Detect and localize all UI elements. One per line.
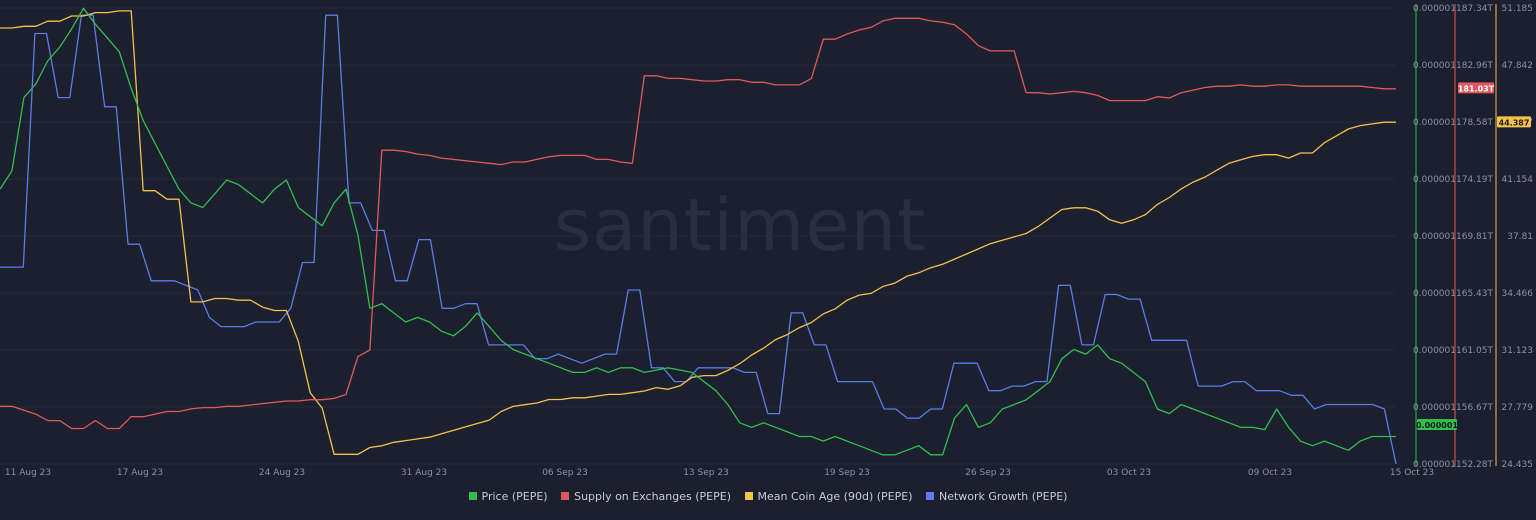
svg-text:181.03T: 181.03T [1458,84,1495,93]
x-tick-label: 24 Aug 23 [259,468,305,478]
y-tick-label-price: 0.000001 [1413,118,1456,128]
x-tick-label: 13 Sep 23 [683,468,729,478]
y-tick-label-price: 0.000001 [1413,61,1456,71]
chart-canvas: santiment 11 Aug 23 17 Aug 23 24 Aug 23 31 … [0,4,1534,478]
legend-item-price[interactable]: Price (PEPE) [468,490,548,503]
y-tick-label-supply: 165.43T [1456,289,1493,299]
y-tick-label-price: 0.000001 [1413,232,1456,242]
series-line-supply [0,17,1396,430]
x-axis: 11 Aug 23 17 Aug 23 24 Aug 23 31 Aug 23 06 S… [5,468,1434,478]
watermark: santiment [554,183,927,267]
x-tick-label: 17 Aug 23 [117,468,163,478]
x-tick-label: 19 Sep 23 [824,468,870,478]
y-tick-label-age: 51.185 [1502,4,1534,14]
y-tick-label-supply: 174.19T [1456,175,1493,185]
legend-item-supply[interactable]: Supply on Exchanges (PEPE) [561,490,731,503]
y-axes: 0.000001 0.000001 0.000001 0.000001 0.000001… [1413,4,1533,470]
grid-lines [0,7,1396,465]
x-tick-label: 31 Aug 23 [401,468,447,478]
x-tick-label: 11 Aug 23 [5,468,51,478]
y-tick-label-age: 47.842 [1502,61,1534,71]
y-tick-label-age: 31.123 [1502,346,1534,356]
y-tick-label-supply: 161.05T [1456,346,1493,356]
y-tick-label-supply: 187.34T [1456,4,1493,14]
y-tick-label-price: 0.000001 [1413,175,1456,185]
current-age-badge: 44.387 [1497,116,1531,128]
series-line-growth [0,14,1397,465]
x-tick-label: 09 Oct 23 [1248,468,1292,478]
legend-item-growth[interactable]: Network Growth (PEPE) [925,490,1067,503]
y-tick-label-supply: 156.67T [1456,403,1493,413]
x-tick-label: 06 Sep 23 [542,468,588,478]
current-price-badge: 0.000001 [1416,419,1458,430]
legend-item-age[interactable]: Mean Coin Age (90d) (PEPE) [744,490,912,503]
y-tick-label-age: 41.154 [1502,175,1534,185]
y-tick-label-supply: 152.28T [1456,460,1493,470]
y-tick-label-supply: 178.58T [1456,118,1493,128]
y-tick-label-price: 0.000001 [1413,346,1456,356]
x-tick-label: 26 Sep 23 [965,468,1011,478]
svg-text:0.000001: 0.000001 [1416,421,1458,430]
series-line-price [0,7,1396,456]
svg-text:44.387: 44.387 [1499,118,1530,127]
legend: Price (PEPE) Supply on Exchanges (PEPE) … [0,490,1536,503]
y-tick-label-price: 0.000001 [1413,460,1456,470]
y-tick-label-age: 34.466 [1502,289,1534,299]
y-tick-label-age: 37.81 [1507,232,1533,242]
y-tick-label-supply: 169.81T [1456,232,1493,242]
y-tick-label-age: 27.779 [1502,403,1534,413]
y-tick-label-price: 0.000001 [1413,289,1456,299]
x-tick-label: 03 Oct 23 [1107,468,1151,478]
y-tick-label-price: 0.000001 [1413,4,1456,14]
y-tick-label-supply: 182.96T [1456,61,1493,71]
y-tick-label-price: 0.000001 [1413,403,1456,413]
series-layer [0,7,1397,465]
y-tick-label-age: 24.435 [1502,460,1534,470]
x-tick-label: 15 Oct 23 [1390,468,1434,478]
current-supply-badge: 181.03T [1458,82,1495,94]
